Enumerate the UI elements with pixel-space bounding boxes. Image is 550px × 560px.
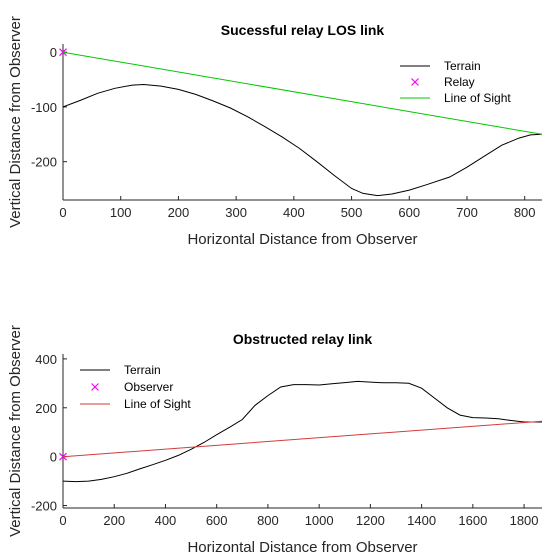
series-line-terrain <box>63 83 542 197</box>
legend-label: Line of Sight <box>444 91 511 105</box>
x-tick-label: 1200 <box>356 513 385 528</box>
x-tick-label: 1400 <box>407 513 436 528</box>
y-tick-label: 0 <box>50 450 57 465</box>
y-tick-label: 0 <box>50 45 57 60</box>
legend-label: Observer <box>124 380 173 394</box>
x-tick-label: 800 <box>257 513 279 528</box>
series-line-line-of-sight <box>63 51 542 135</box>
y-tick-label: -100 <box>31 100 57 115</box>
x-tick-label: 200 <box>103 513 125 528</box>
y-axis-label: Vertical Distance from Observer <box>7 325 24 537</box>
x-tick-label: 1600 <box>458 513 487 528</box>
x-tick-label: 1000 <box>305 513 334 528</box>
legend-label: Terrain <box>444 59 481 73</box>
x-tick-label: 600 <box>206 513 228 528</box>
chart-2: 0 200 400 600 800 1000 1200 1400 1600 1800 400 200 0… <box>7 325 542 556</box>
x-axis-label: Horizontal Distance from Observer <box>187 231 417 248</box>
y-tick-label: 400 <box>35 352 57 367</box>
x-tick-label: 400 <box>155 513 177 528</box>
legend-label: Terrain <box>124 363 161 377</box>
y-axis-label: Vertical Distance from Observer <box>7 16 24 228</box>
legend-swatch <box>411 78 419 86</box>
x-tick-label: 600 <box>398 205 420 220</box>
legend: Terrain Observer Line of Sight <box>80 363 191 411</box>
x-tick-label: 100 <box>110 205 132 220</box>
x-axis-label: Horizontal Distance from Observer <box>187 539 417 556</box>
chart-1: 0 100 200 300 400 500 600 700 800 0 -100 -200 Sucess… <box>7 16 542 248</box>
x-tick-label: 1800 <box>510 513 539 528</box>
y-tick-label: 200 <box>35 401 57 416</box>
chart-title: Obstructed relay link <box>233 331 372 347</box>
legend-label: Relay <box>444 75 475 89</box>
legend-label: Line of Sight <box>124 397 191 411</box>
chart-title: Sucessful relay LOS link <box>221 22 385 38</box>
x-tick-label: 500 <box>341 205 363 220</box>
series-line-terrain <box>63 380 542 483</box>
x-tick-label: 400 <box>283 205 305 220</box>
y-tick-label: -200 <box>31 499 57 514</box>
x-tick-label: 700 <box>456 205 478 220</box>
x-tick-label: 200 <box>168 205 190 220</box>
legend: Terrain Relay Line of Sight <box>400 59 511 105</box>
y-tick-label: -200 <box>31 155 57 170</box>
legend-swatch <box>91 383 99 391</box>
series-line-line-of-sight <box>63 420 542 458</box>
x-tick-label: 300 <box>225 205 247 220</box>
x-tick-label: 0 <box>59 205 66 220</box>
x-tick-label: 0 <box>59 513 66 528</box>
x-tick-label: 800 <box>514 205 536 220</box>
